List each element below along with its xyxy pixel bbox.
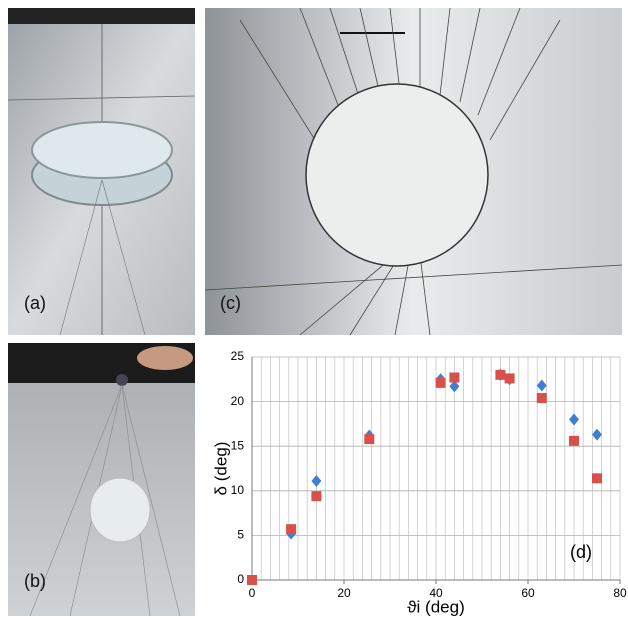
y-tick-label: 10: [231, 483, 245, 497]
data-point: [311, 491, 321, 501]
data-point: [286, 524, 296, 534]
data-point: [569, 436, 579, 446]
panel-label: (d): [570, 542, 592, 562]
x-tick-label: 20: [337, 586, 351, 600]
y-axis-label: δ (deg): [211, 442, 230, 496]
panel-label: (b): [24, 571, 46, 591]
data-point: [247, 575, 257, 585]
data-point: [311, 475, 321, 487]
y-tick-label: 5: [237, 528, 244, 542]
data-point: [569, 413, 579, 425]
y-tick-label: 20: [231, 394, 245, 408]
y-tick-label: 25: [231, 349, 245, 363]
data-point: [592, 473, 602, 483]
x-tick-label: 60: [521, 586, 535, 600]
data-point: [436, 378, 446, 388]
data-point: [537, 393, 547, 403]
data-point: [364, 434, 374, 444]
photo-a: (a): [8, 8, 195, 335]
y-tick-label: 15: [231, 438, 245, 452]
data-point: [537, 380, 547, 392]
data-point: [505, 373, 515, 383]
x-tick-label: 80: [613, 586, 627, 600]
y-tick-label: 0: [237, 572, 244, 586]
photo-b: (b): [8, 343, 195, 616]
data-point: [495, 370, 505, 380]
panel-label: (c): [220, 293, 241, 313]
photo-c: (c): [205, 8, 622, 335]
data-point: [592, 429, 602, 441]
panel-label: (a): [24, 293, 46, 313]
x-tick-label: 0: [249, 586, 256, 600]
data-point: [449, 373, 459, 383]
x-axis-label: ϑi (deg): [407, 597, 464, 616]
figure: (a) (c) (b) 0510152025020406080ϑi (deg): [0, 0, 628, 624]
